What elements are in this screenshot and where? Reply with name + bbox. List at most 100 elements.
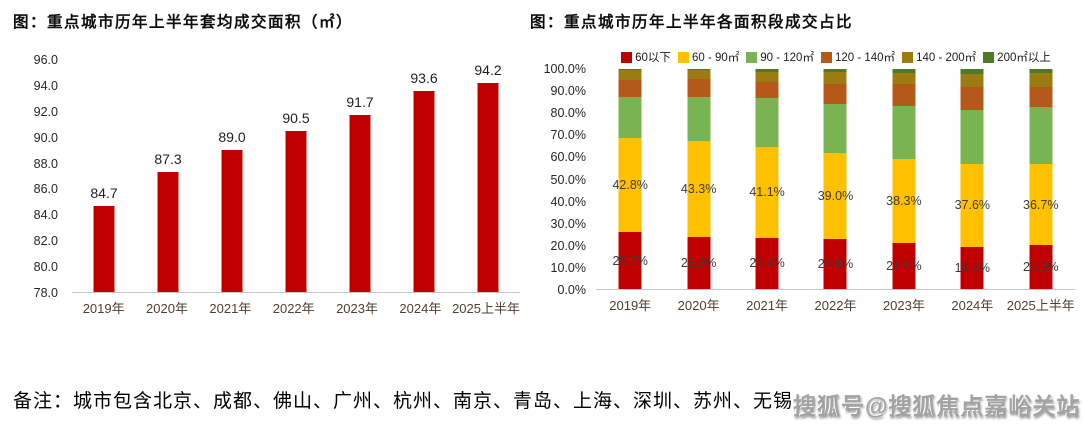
bar-slot: 93.6 xyxy=(392,60,456,292)
legend-item: 200㎡以上 xyxy=(983,49,1051,65)
bar-segment xyxy=(755,81,779,98)
y-tick-label: 80.0% xyxy=(550,106,586,121)
area-segment-legend: 60以下 60 - 90㎡ 90 - 120㎡ 120 - 140㎡ 140 - 200… xyxy=(596,50,1076,64)
x-tick-label: 2022年 xyxy=(272,301,315,316)
bar-segment xyxy=(823,104,847,154)
bar-value-label: 89.0 xyxy=(218,129,246,146)
y-tick-label: 86.0 xyxy=(33,182,58,197)
stacked-bar-slot: 25.7% 42.8% xyxy=(596,69,664,289)
bar-value-label: 90.5 xyxy=(282,109,310,126)
bar xyxy=(477,83,499,292)
bar-segment xyxy=(618,69,642,80)
legend-swatch xyxy=(820,51,832,63)
legend-item: 90 - 120㎡ xyxy=(746,49,814,65)
bar-segment xyxy=(755,147,779,238)
stacked-bar: 19.3% 37.6% xyxy=(955,69,990,289)
bar-segment xyxy=(618,80,642,97)
x-tick-label: 2023年 xyxy=(336,301,378,316)
x-tick-label: 2020年 xyxy=(146,301,188,316)
bar-segment xyxy=(1029,107,1053,165)
y-tick-label: 20.0% xyxy=(550,238,586,253)
bar-segment xyxy=(1029,245,1053,289)
legend-item: 120 - 140㎡ xyxy=(820,49,895,65)
stacked-bar: 22.8% 39.0% xyxy=(818,69,853,289)
y-tick-label: 96.0 xyxy=(33,53,58,67)
x-tick-label: 2019年 xyxy=(82,301,125,316)
y-tick-label: 92.0 xyxy=(33,104,58,119)
bar-segment xyxy=(823,238,847,289)
bar xyxy=(285,130,307,292)
y-tick-label: 0.0% xyxy=(557,283,587,297)
avg-transaction-area-chart: 78.0 80.0 82.0 84.0 86.0 88.0 90.0 92.0 94.0 96.0… xyxy=(14,53,522,316)
bar-segment xyxy=(1029,69,1053,74)
y-tick-label: 80.0 xyxy=(33,260,58,275)
x-tick-label: 2021年 xyxy=(746,298,789,313)
segment-value-label: 25.7% xyxy=(612,253,648,268)
bar-value-label: 87.3 xyxy=(154,151,182,168)
segment-value-label: 22.8% xyxy=(817,256,854,271)
stacked-bar-slot: 20.0% 36.7% xyxy=(1007,69,1075,289)
bar-value-label: 91.7 xyxy=(346,94,374,111)
legend-swatch xyxy=(983,51,995,63)
y-tick-label: 90.0% xyxy=(550,84,586,99)
x-tick-label: 2019年 xyxy=(609,298,652,313)
segment-value-label: 20.0% xyxy=(1023,260,1059,274)
bar xyxy=(93,205,115,292)
legend-swatch xyxy=(902,51,914,63)
left-chart-title: 图：重点城市历年上半年套均成交面积（㎡） xyxy=(13,14,354,31)
right-chart-title: 图：重点城市历年上半年各面积段成交占比 xyxy=(530,14,854,31)
bar-segment xyxy=(1029,164,1053,245)
bar-segment xyxy=(755,69,779,72)
bar-segment xyxy=(1029,73,1053,87)
segment-value-label: 37.6% xyxy=(954,198,991,213)
legend-label: 60以下 xyxy=(635,52,671,64)
y-tick-label: 84.0 xyxy=(33,208,58,223)
legend-swatch xyxy=(621,51,633,63)
stacked-bar: 23.4% 41.1% xyxy=(749,69,785,289)
bar-segment xyxy=(960,163,984,247)
bar-segment xyxy=(823,69,847,73)
bar-segment xyxy=(892,69,916,74)
bar-segment xyxy=(892,242,916,289)
area-segment-share-chart: 0.0% 10.0% 20.0% 30.0% 40.0% 50.0% 60.0% 70.0% 8… xyxy=(540,62,1077,313)
y-tick-label: 88.0 xyxy=(33,156,58,171)
x-tick-label: 2024年 xyxy=(951,298,994,313)
bar xyxy=(221,150,243,292)
bar-segment xyxy=(823,72,847,85)
segment-value-label: 43.3% xyxy=(680,182,717,197)
y-tick-label: 40.0% xyxy=(550,194,586,209)
segment-value-label: 41.1% xyxy=(749,185,785,200)
bar-value-label: 93.6 xyxy=(410,69,438,86)
bar-segment xyxy=(618,96,642,139)
x-axis-labels: 2019年 2020年 2021年 2022年 2023年 2024年 2025上半年 xyxy=(72,293,520,316)
bar-segment xyxy=(823,153,847,239)
y-tick-label: 82.0 xyxy=(33,234,58,249)
segment-value-label: 21.0% xyxy=(886,258,922,273)
y-axis-ticks: 78.0 80.0 82.0 84.0 86.0 88.0 90.0 92.0 94.0 96.0 xyxy=(14,53,64,300)
segment-value-label: 42.8% xyxy=(612,178,648,193)
bar-segment xyxy=(687,96,711,142)
x-tick-label: 2023年 xyxy=(882,298,925,313)
legend-label: 140 - 200㎡ xyxy=(916,52,977,64)
bar-segment xyxy=(755,97,779,148)
x-tick-label: 2022年 xyxy=(814,298,857,313)
plot-area: 25.7% 42.8% 23.8% 43.3% 23.4% 41.1% 22.8% 39.0%… xyxy=(596,69,1075,290)
bar-segment xyxy=(687,70,711,80)
stacked-bar-slot: 23.4% 41.1% xyxy=(733,69,801,289)
y-tick-label: 30.0% xyxy=(550,216,586,231)
bar-segment xyxy=(960,73,984,88)
bar-segment xyxy=(960,69,984,74)
bar-segment xyxy=(755,237,779,289)
bar-segment xyxy=(892,106,916,159)
bar-slot: 94.2 xyxy=(456,60,520,292)
legend-item: 60 - 90㎡ xyxy=(677,49,739,65)
x-axis-labels: 2019年 2020年 2021年 2022年 2023年 2024年 2025上半年 xyxy=(596,290,1075,313)
y-tick-label: 10.0% xyxy=(550,260,586,275)
y-tick-label: 94.0 xyxy=(33,78,58,93)
footnote: 备注：城市包含北京、成都、佛山、广州、杭州、南京、青岛、上海、深圳、苏州、无锡 xyxy=(13,391,794,412)
stacked-bar-slot: 23.8% 43.3% xyxy=(664,69,732,289)
legend-swatch xyxy=(677,51,689,63)
segment-value-label: 39.0% xyxy=(817,188,854,203)
legend-label: 200㎡以上 xyxy=(997,52,1051,64)
y-tick-label: 50.0% xyxy=(550,172,586,187)
